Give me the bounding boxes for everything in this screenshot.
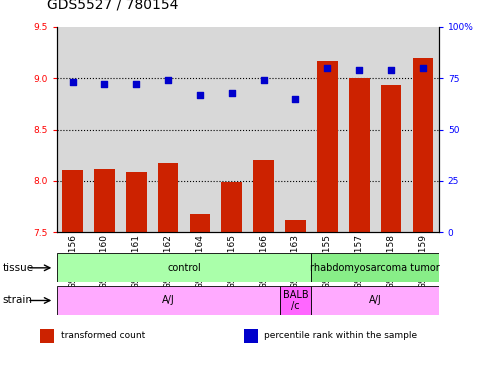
- Point: [419, 65, 427, 71]
- Point: [323, 65, 331, 71]
- Bar: [89, 27, 120, 232]
- Bar: [312, 286, 439, 315]
- Bar: [216, 27, 247, 232]
- Bar: [57, 286, 280, 315]
- Text: strain: strain: [2, 295, 33, 306]
- Point: [132, 81, 140, 88]
- Bar: [190, 214, 211, 232]
- Bar: [285, 220, 306, 232]
- Bar: [381, 85, 401, 232]
- Bar: [57, 27, 89, 232]
- Bar: [407, 27, 439, 232]
- Text: percentile rank within the sample: percentile rank within the sample: [264, 331, 417, 341]
- Text: control: control: [167, 263, 201, 273]
- Point: [196, 92, 204, 98]
- Bar: [343, 27, 375, 232]
- Bar: [317, 61, 338, 232]
- Point: [228, 89, 236, 96]
- Bar: [280, 286, 312, 315]
- Point: [387, 67, 395, 73]
- Bar: [94, 169, 115, 232]
- Bar: [184, 27, 216, 232]
- Bar: [126, 172, 146, 232]
- Text: tissue: tissue: [2, 263, 34, 273]
- Point: [164, 77, 172, 83]
- Point: [260, 77, 268, 83]
- Point: [69, 79, 76, 85]
- Bar: [40, 329, 54, 343]
- Bar: [221, 182, 242, 232]
- Bar: [253, 161, 274, 232]
- Bar: [312, 253, 439, 282]
- Bar: [413, 58, 433, 232]
- Bar: [158, 164, 178, 232]
- Bar: [375, 27, 407, 232]
- Bar: [62, 170, 83, 232]
- Bar: [244, 329, 258, 343]
- Point: [291, 96, 299, 102]
- Bar: [57, 253, 312, 282]
- Bar: [152, 27, 184, 232]
- Text: transformed count: transformed count: [61, 331, 145, 341]
- Bar: [349, 78, 370, 232]
- Bar: [312, 27, 343, 232]
- Point: [355, 67, 363, 73]
- Text: GDS5527 / 780154: GDS5527 / 780154: [47, 0, 178, 12]
- Text: BALB
/c: BALB /c: [282, 290, 308, 311]
- Text: A/J: A/J: [369, 295, 382, 306]
- Bar: [247, 27, 280, 232]
- Bar: [280, 27, 312, 232]
- Point: [101, 81, 108, 88]
- Text: rhabdomyosarcoma tumor: rhabdomyosarcoma tumor: [310, 263, 440, 273]
- Bar: [120, 27, 152, 232]
- Text: A/J: A/J: [162, 295, 175, 306]
